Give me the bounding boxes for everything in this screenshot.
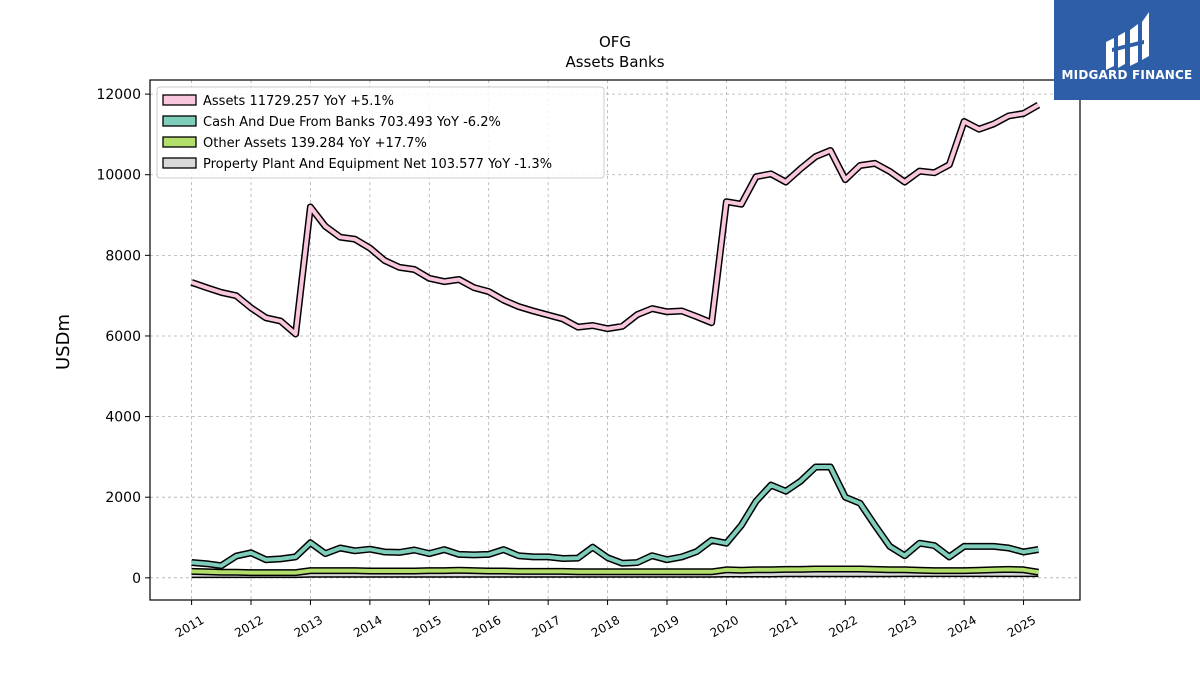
series-line-2 [191, 567, 1039, 575]
chart-title: OFG [599, 33, 631, 51]
y-ticks: 0 2000 4000 6000 8000 10000 12000 [96, 87, 150, 587]
x-tick-label: 2023 [886, 613, 919, 640]
logo-text: MIDGARD FINANCE [1061, 68, 1193, 82]
x-tick-label: 2013 [292, 613, 325, 640]
legend-swatch [162, 94, 197, 106]
legend-box [156, 86, 605, 179]
legend: Assets 11729.257 YoY +5.1% Cash And Due F… [156, 86, 605, 179]
x-tick-label: 2024 [945, 613, 978, 640]
y-tick-label: 6000 [105, 329, 141, 345]
x-tick-label: 2025 [1005, 613, 1038, 640]
x-tick-label: 2012 [232, 613, 265, 640]
y-tick-label: 4000 [105, 410, 141, 426]
series-line-1 [191, 465, 1039, 568]
x-tick-label: 2011 [173, 613, 206, 640]
legend-label: Assets 11729.257 YoY +5.1% [203, 94, 394, 109]
legend-label: Cash And Due From Banks 703.493 YoY -6.2… [203, 115, 501, 130]
x-tick-label: 2020 [708, 613, 741, 640]
x-tick-label: 2022 [827, 613, 860, 640]
x-ticks: 2011 2012 2013 2014 2015 2016 2017 2018 2019 2020… [173, 600, 1038, 640]
grid [150, 80, 1080, 600]
x-tick-label: 2017 [529, 613, 562, 640]
legend-swatch [162, 136, 197, 148]
y-tick-label: 0 [132, 571, 141, 587]
x-tick-label: 2014 [351, 613, 384, 640]
x-tick-label: 2018 [589, 613, 622, 640]
y-axis-label: USDm [53, 314, 74, 370]
y-tick-label: 8000 [105, 248, 141, 264]
legend-label: Other Assets 139.284 YoY +17.7% [203, 136, 427, 151]
y-tick-label: 2000 [105, 490, 141, 506]
legend-swatch [162, 157, 197, 169]
x-tick-label: 2021 [767, 613, 800, 640]
legend-label: Property Plant And Equipment Net 103.577… [203, 157, 552, 172]
brand-logo: MIDGARD FINANCE [1054, 0, 1200, 100]
y-tick-label: 10000 [96, 168, 141, 184]
logo-mark-icon [1106, 12, 1149, 70]
x-tick-label: 2019 [648, 613, 681, 640]
y-tick-label: 12000 [96, 87, 141, 103]
series-line-0 [190, 103, 1040, 336]
series-layer [190, 101, 1041, 579]
x-tick-label: 2016 [470, 613, 503, 640]
chart-subtitle: Assets Banks [565, 53, 664, 71]
legend-swatch [162, 115, 197, 127]
x-tick-label: 2015 [411, 613, 444, 640]
plot-frame [149, 79, 1081, 601]
